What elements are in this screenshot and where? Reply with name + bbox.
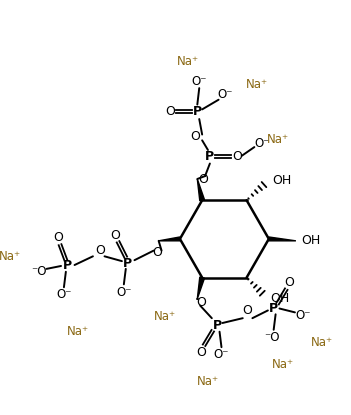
Text: OH: OH xyxy=(272,174,291,188)
Text: O: O xyxy=(96,244,106,257)
Text: O: O xyxy=(284,276,294,289)
Text: P: P xyxy=(269,302,278,315)
Text: O: O xyxy=(196,296,206,309)
Text: O⁻: O⁻ xyxy=(295,309,310,322)
Text: O⁻: O⁻ xyxy=(116,286,132,298)
Text: O⁻: O⁻ xyxy=(214,349,229,361)
Text: O: O xyxy=(53,232,63,244)
Text: O⁻: O⁻ xyxy=(218,88,233,101)
Text: O: O xyxy=(191,130,200,143)
Text: OH: OH xyxy=(270,292,289,305)
Text: OH: OH xyxy=(302,234,321,247)
Text: O⁻: O⁻ xyxy=(56,288,72,301)
Text: Na⁺: Na⁺ xyxy=(311,336,333,349)
Polygon shape xyxy=(197,277,205,299)
Text: Na⁺: Na⁺ xyxy=(266,133,289,146)
Polygon shape xyxy=(197,179,205,201)
Text: O⁻: O⁻ xyxy=(192,75,207,88)
Text: P: P xyxy=(63,259,72,273)
Text: O: O xyxy=(196,347,206,359)
Text: P: P xyxy=(213,320,222,332)
Text: Na⁺: Na⁺ xyxy=(246,78,268,91)
Text: Na⁺: Na⁺ xyxy=(66,325,88,338)
Text: P: P xyxy=(123,256,132,270)
Text: ⁻O: ⁻O xyxy=(31,265,47,278)
Text: P: P xyxy=(193,105,202,118)
Text: O⁻: O⁻ xyxy=(254,137,270,150)
Text: Na⁺: Na⁺ xyxy=(153,310,176,323)
Text: O: O xyxy=(165,105,175,118)
Text: Na⁺: Na⁺ xyxy=(0,250,21,263)
Text: Na⁺: Na⁺ xyxy=(197,376,219,388)
Text: Na⁺: Na⁺ xyxy=(272,358,294,371)
Polygon shape xyxy=(269,237,296,241)
Text: ⁻O: ⁻O xyxy=(264,331,279,344)
Text: O: O xyxy=(243,304,252,317)
Text: O: O xyxy=(232,150,242,163)
Text: O: O xyxy=(110,229,120,242)
Polygon shape xyxy=(159,237,180,241)
Text: Na⁺: Na⁺ xyxy=(177,54,199,68)
Text: P: P xyxy=(205,150,214,163)
Text: O: O xyxy=(153,246,163,259)
Text: O: O xyxy=(198,173,208,186)
